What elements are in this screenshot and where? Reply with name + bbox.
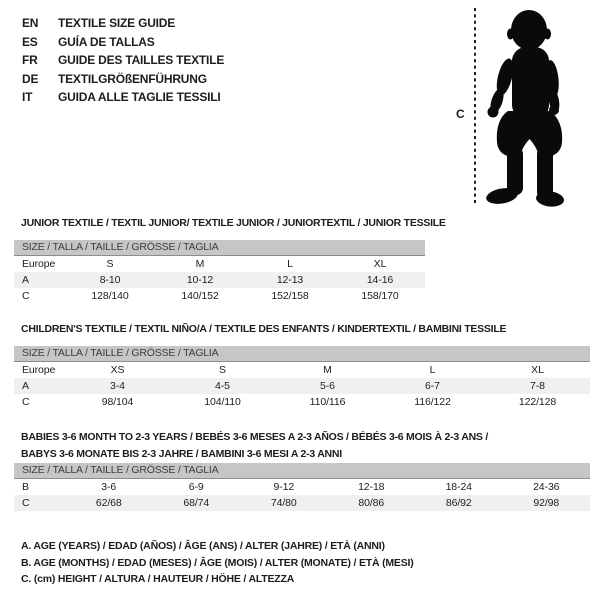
value-cell: 24-36 — [533, 481, 560, 493]
table-row: C 62/68 68/74 74/80 80/86 86/92 92/98 — [14, 495, 590, 511]
footnote-line: A. AGE (YEARS) / EDAD (AÑOS) / ÂGE (ANS)… — [21, 540, 385, 552]
value-cell: 104/110 — [204, 396, 241, 408]
table-row: A 3-4 4-5 5-6 6-7 7-8 — [14, 378, 590, 394]
value-cell: 12-18 — [358, 481, 385, 493]
size-header-bar: SIZE / TALLA / TAILLE / GRÖSSE / TAGLIA — [14, 346, 590, 362]
language-code: IT — [22, 90, 33, 104]
value-cell: 152/158 — [271, 290, 309, 302]
value-cell: XL — [531, 364, 544, 376]
language-header: EN TEXTILE SIZE GUIDE ES GUÍA DE TALLAS FR GU… — [22, 14, 224, 107]
value-cell: 158/170 — [361, 290, 399, 302]
section-title-block: BABIES 3-6 MONTH TO 2-3 YEARS / BEBÉS 3-… — [14, 429, 590, 462]
language-title: GUIDA ALLE TAGLIE TESSILI — [58, 90, 221, 104]
row-label-cell: Europe — [22, 364, 56, 376]
language-title: TEXTILGRÖßENFÜHRUNG — [58, 71, 207, 86]
value-cell: 6-7 — [425, 380, 440, 392]
table-row: Europe XS S M L XL — [14, 362, 590, 378]
value-cell: 110/116 — [309, 396, 346, 408]
value-cell: 74/80 — [270, 497, 297, 509]
size-header-bar: SIZE / TALLA / TAILLE / GRÖSSE / TAGLIA — [14, 463, 590, 479]
value-cell: M — [323, 364, 332, 376]
value-cell: 128/140 — [91, 290, 129, 302]
section-title-block: CHILDREN'S TEXTILE / TEXTIL NIÑO/A / TEX… — [14, 322, 590, 336]
table-row: Europe S M L XL — [14, 256, 425, 272]
value-cell: 3-6 — [101, 481, 117, 493]
height-marker-label: C — [456, 107, 465, 121]
value-cell: 62/68 — [95, 497, 122, 509]
value-cell: L — [287, 258, 293, 270]
row-label-cell: C — [22, 497, 30, 509]
row-label-cell: Europe — [22, 258, 56, 270]
value-cell: 12-13 — [276, 274, 304, 286]
size-table-section-junior: JUNIOR TEXTILE / TEXTIL JUNIOR/ TEXTILE … — [14, 216, 446, 304]
size-table-section-children: CHILDREN'S TEXTILE / TEXTIL NIÑO/A / TEX… — [14, 322, 590, 410]
row-label-cell: C — [22, 396, 30, 408]
language-title: GUÍA DE TALLAS — [58, 34, 155, 49]
section-title: BABYS 3-6 MONATE BIS 2-3 JAHRE / BAMBINI… — [21, 447, 342, 460]
table-row: B 3-6 6-9 9-12 12-18 18-24 24-36 — [14, 479, 590, 495]
table-row: A 8-10 10-12 12-13 14-16 — [14, 272, 425, 288]
value-cell: 18-24 — [445, 481, 472, 493]
value-cell: XS — [110, 364, 125, 376]
value-cell: 92/98 — [533, 497, 560, 509]
value-cell: 6-9 — [188, 481, 204, 493]
language-code: EN — [22, 16, 39, 30]
value-cell: 3-4 — [110, 380, 125, 392]
baby-silhouette-icon — [486, 10, 564, 207]
value-cell: 14-16 — [366, 274, 394, 286]
value-cell: 80/86 — [358, 497, 385, 509]
language-row: IT GUIDA ALLE TAGLIE TESSILI — [22, 88, 224, 107]
language-row: ES GUÍA DE TALLAS — [22, 33, 224, 52]
section-title: BABIES 3-6 MONTH TO 2-3 YEARS / BEBÉS 3-… — [21, 431, 489, 443]
value-cell: 4-5 — [215, 380, 230, 392]
language-row: FR GUIDE DES TAILLES TEXTILE — [22, 51, 224, 70]
height-measure-line — [474, 8, 476, 206]
row-label-cell: B — [22, 481, 29, 493]
value-cell: M — [195, 258, 205, 270]
language-title: TEXTILE SIZE GUIDE — [58, 16, 176, 30]
row-label-cell: C — [22, 290, 30, 302]
size-table-section-babies: BABIES 3-6 MONTH TO 2-3 YEARS / BEBÉS 3-… — [14, 429, 590, 511]
language-code: ES — [22, 34, 38, 49]
section-title-block: JUNIOR TEXTILE / TEXTIL JUNIOR/ TEXTILE … — [14, 216, 446, 230]
row-label-cell: A — [22, 380, 29, 392]
table-row: C 128/140 140/152 152/158 158/170 — [14, 288, 425, 304]
language-code: DE — [22, 71, 39, 86]
value-cell: XL — [373, 258, 387, 270]
row-label-cell: A — [22, 274, 29, 286]
section-title: CHILDREN'S TEXTILE / TEXTIL NIÑO/A / TEX… — [21, 323, 507, 335]
value-cell: 10-12 — [186, 274, 214, 286]
value-cell: 86/92 — [445, 497, 472, 509]
value-cell: 116/122 — [414, 396, 451, 408]
footnote-line: B. AGE (MONTHS) / EDAD (MESES) / ÂGE (MO… — [21, 556, 414, 569]
value-cell: L — [429, 364, 436, 376]
value-cell: 5-6 — [320, 380, 335, 392]
footnote-line: C. (cm) HEIGHT / ALTURA / HAUTEUR / HÖHE… — [21, 573, 295, 586]
value-cell: 7-8 — [530, 380, 545, 392]
value-cell: 122/128 — [518, 396, 557, 408]
language-code: FR — [22, 53, 38, 67]
language-title: GUIDE DES TAILLES TEXTILE — [58, 53, 225, 67]
value-cell: 98/104 — [101, 396, 134, 408]
value-cell: S — [219, 364, 226, 376]
table-row: C 98/104 104/110 110/116 116/122 122/128 — [14, 394, 590, 410]
language-row: DE TEXTILGRÖßENFÜHRUNG — [22, 70, 224, 89]
value-cell: 8-10 — [99, 274, 121, 286]
value-cell: 68/74 — [183, 497, 210, 509]
footnote-legend: A. AGE (YEARS) / EDAD (AÑOS) / ÂGE (ANS)… — [21, 538, 414, 588]
size-header-bar: SIZE / TALLA / TAILLE / GRÖSSE / TAGLIA — [14, 240, 425, 256]
value-cell: S — [106, 258, 114, 270]
value-cell: 140/152 — [181, 290, 219, 302]
language-row: EN TEXTILE SIZE GUIDE — [22, 14, 224, 33]
section-title: JUNIOR TEXTILE / TEXTIL JUNIOR/ TEXTILE … — [21, 217, 446, 229]
value-cell: 9-12 — [273, 481, 295, 493]
